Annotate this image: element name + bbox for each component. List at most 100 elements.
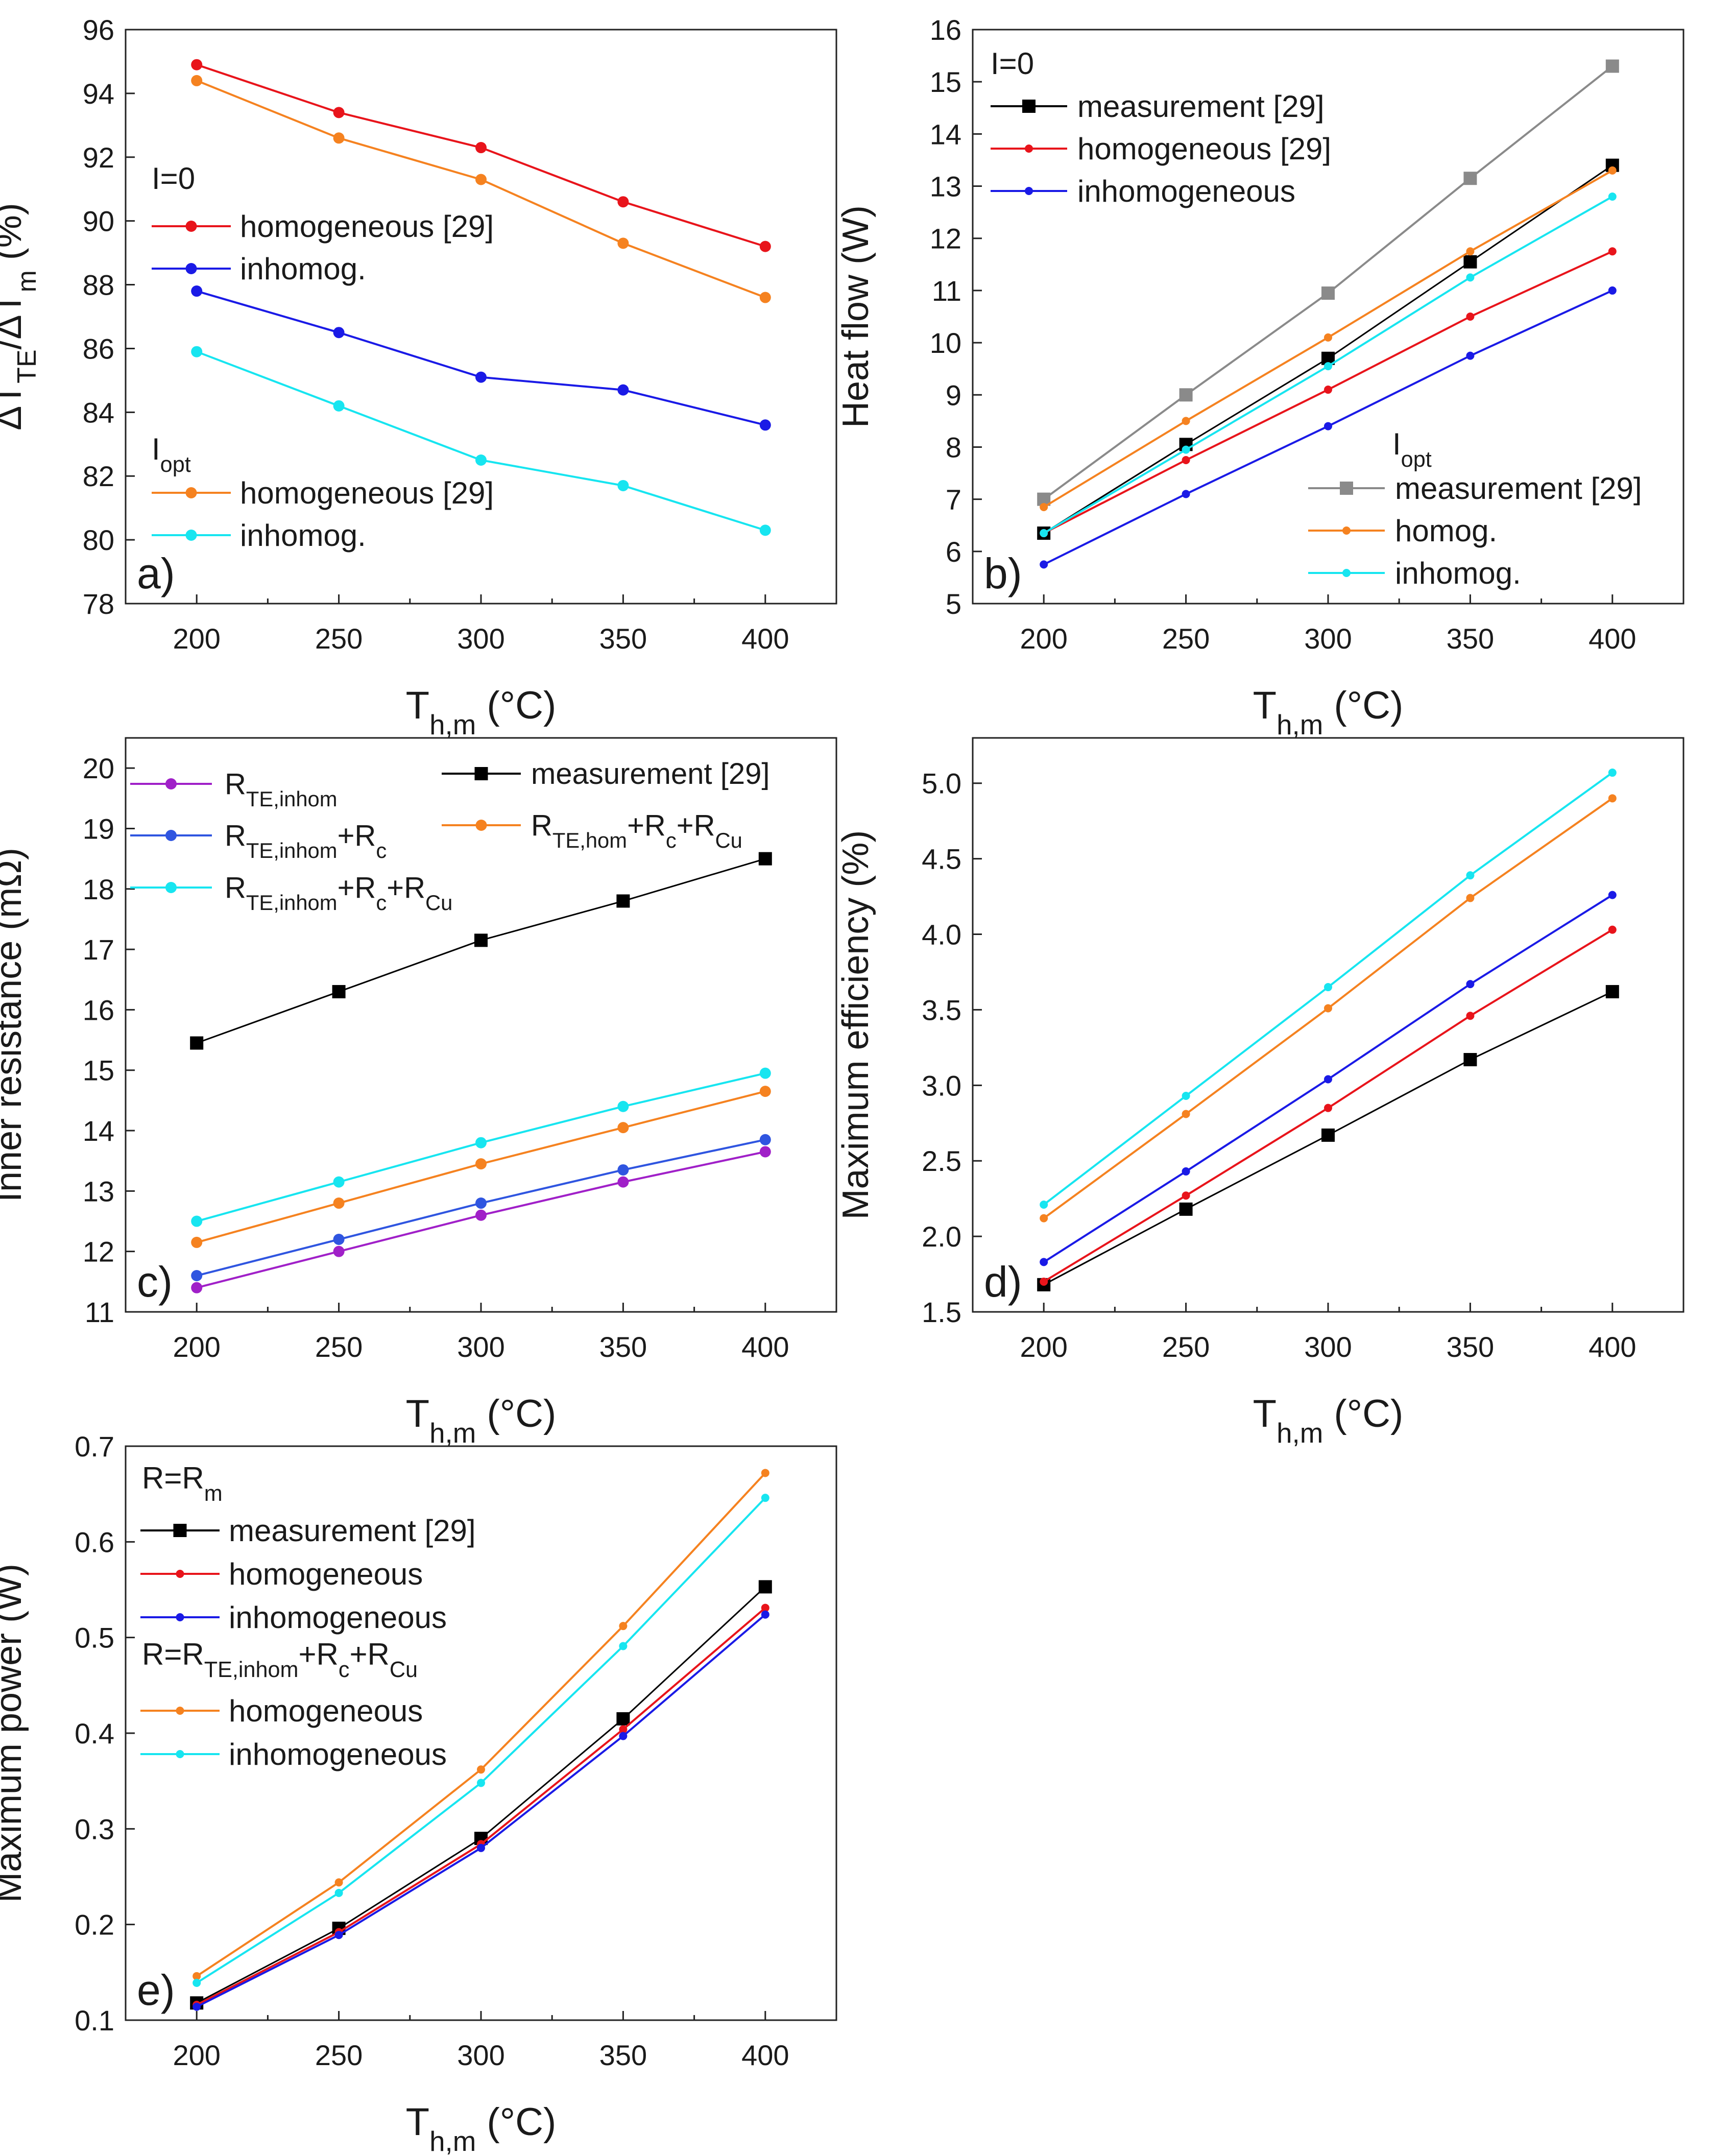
y-tick-label: 13 <box>83 1175 114 1207</box>
y-tick-label: 0.3 <box>75 1813 114 1845</box>
data-point <box>1466 894 1475 902</box>
data-point <box>1040 529 1048 538</box>
data-point <box>475 371 487 383</box>
y-tick-label: 2.0 <box>922 1220 961 1253</box>
data-point <box>1182 445 1190 454</box>
series-3 <box>1040 794 1617 1223</box>
data-point <box>1321 286 1335 300</box>
data-point <box>759 292 771 303</box>
series-1 <box>191 285 771 431</box>
legend-label: RTE,hom+Rc+RCu <box>531 809 742 852</box>
data-point <box>1466 247 1475 256</box>
y-tick-label: 2.5 <box>922 1145 961 1177</box>
data-point <box>759 1067 771 1079</box>
legend: RTE,inhomRTE,inhom+RcRTE,inhom+Rc+RCumea… <box>130 757 769 915</box>
x-tick-label: 200 <box>1020 1331 1067 1363</box>
legend-marker <box>165 882 177 893</box>
y-tick-label: 90 <box>83 205 114 237</box>
y-axis-title-part: TE <box>12 349 41 383</box>
panel-label: a) <box>137 549 175 597</box>
legend-label: inhomog. <box>240 518 366 553</box>
legend-label-part: measurement [29] <box>531 757 769 790</box>
legend-marker <box>185 221 197 232</box>
series-3 <box>190 852 772 1050</box>
x-tick-label: 300 <box>1304 1331 1352 1363</box>
series-2 <box>191 75 771 303</box>
data-point <box>332 985 346 998</box>
y-tick-label: 9 <box>946 379 961 411</box>
y-axis-title: Inner resistance (mΩ) <box>0 848 29 1202</box>
series-2 <box>191 1067 771 1227</box>
legend-label-part: +R <box>338 819 376 852</box>
legend-label-part: R <box>225 768 246 801</box>
data-point <box>477 1779 485 1787</box>
x-axis-title-sub: h,m <box>429 2125 476 2156</box>
y-axis-title-part: Inner resistance (mΩ) <box>0 848 29 1202</box>
x-axis-title: Th,m (°C) <box>406 684 557 740</box>
data-point <box>333 1245 345 1257</box>
data-point <box>191 1215 203 1227</box>
x-tick-label: 400 <box>741 2039 789 2071</box>
data-point <box>1324 422 1332 430</box>
legend-label: measurement [29] <box>531 757 769 790</box>
x-tick-label: 200 <box>173 622 220 655</box>
legend-label-part: TE,inhom <box>246 839 338 863</box>
panel-label: e) <box>137 1966 175 2014</box>
y-axis-title-part: m <box>12 270 41 292</box>
data-point <box>759 419 771 431</box>
panel-a: 200 250 300 350 400 78 80 82 84 86 88 90 92 94 96 Th,m … <box>0 14 837 740</box>
y-axis-title-part: (%) <box>0 203 29 270</box>
legend-label-part: Cu <box>715 828 742 852</box>
data-point <box>1466 351 1475 360</box>
x-axis-title: Th,m (°C) <box>1253 684 1404 740</box>
data-point <box>477 1843 485 1852</box>
data-point <box>333 1197 345 1209</box>
y-tick-label: 86 <box>83 332 114 365</box>
x-axis-title-unit: (°C) <box>476 1392 556 1435</box>
data-point <box>1608 286 1617 295</box>
legend-group-title-part: I=0 <box>152 161 195 196</box>
y-tick-label: 84 <box>83 396 114 428</box>
series-5 <box>1040 192 1617 538</box>
data-point <box>1608 925 1617 934</box>
y-tick-label: 78 <box>83 588 114 620</box>
y-tick-label: 88 <box>83 269 114 301</box>
y-tick-label: 0.6 <box>75 1526 114 1558</box>
data-point <box>616 894 630 908</box>
x-axis-title-unit: (°C) <box>1323 684 1403 727</box>
y-tick-label: 17 <box>83 933 114 966</box>
y-tick-label: 0.4 <box>75 1717 114 1750</box>
legend-marker <box>176 1750 184 1758</box>
data-point <box>1324 386 1332 394</box>
data-point <box>192 2002 201 2011</box>
data-point <box>475 1209 487 1221</box>
legend-group-title-part: Cu <box>390 1658 418 1682</box>
data-point <box>334 1931 343 1939</box>
y-tick-label: 11 <box>932 275 961 307</box>
data-point <box>475 174 487 185</box>
legend-group-title-part: R=R <box>142 1637 204 1671</box>
data-point <box>1466 313 1475 321</box>
data-point <box>1608 891 1617 899</box>
data-point <box>475 454 487 466</box>
y-tick-label: 4.0 <box>922 919 961 951</box>
data-point <box>191 285 203 297</box>
data-point <box>616 1712 630 1726</box>
legend-label-part: Cu <box>425 891 452 915</box>
legend-group-title-part: I <box>1392 427 1401 461</box>
data-point <box>1608 166 1617 175</box>
legend-label-part: R <box>225 871 246 904</box>
series-0 <box>191 59 771 252</box>
data-point <box>759 1134 771 1145</box>
y-tick-label: 14 <box>83 1115 114 1147</box>
legend-label: RTE,inhom <box>225 768 338 811</box>
series-3 <box>191 346 771 536</box>
plot-frame <box>125 29 837 605</box>
data-point <box>1324 1075 1332 1084</box>
x-axis-title-sub: h,m <box>429 709 476 740</box>
data-point <box>475 1137 487 1148</box>
legend-label: measurement [29] <box>1395 471 1642 506</box>
data-point <box>1463 1053 1477 1067</box>
data-point <box>1179 1202 1193 1216</box>
data-point <box>190 1036 204 1050</box>
